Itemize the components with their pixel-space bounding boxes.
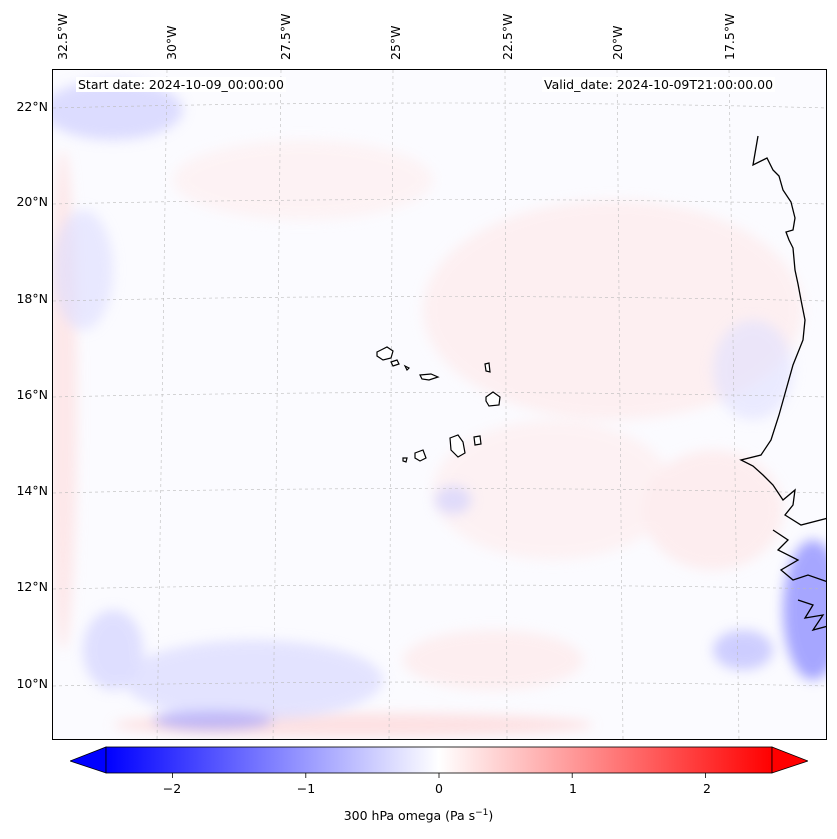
negative-omega-patches (53, 80, 826, 730)
lon-label-30w: 30°W (164, 25, 179, 60)
lat-label-20n: 20°N (16, 194, 48, 209)
lat-label-12n: 12°N (16, 579, 48, 594)
lon-label-22-5w: 22.5°W (500, 13, 515, 60)
lon-label-17-5w: 17.5°W (722, 13, 737, 60)
colorbar-tick-2: 2 (703, 781, 711, 796)
colorbar-extend-max (771, 746, 810, 774)
colorbar (68, 745, 810, 789)
lon-label-32-5w: 32.5°W (55, 13, 70, 60)
lon-label-20w: 20°W (610, 25, 625, 60)
colorbar-tick-minus1: −1 (296, 781, 316, 796)
lon-label-27-5w: 27.5°W (278, 13, 293, 60)
valid-date-label: Valid_date: 2024-10-09T21:00:00.00 (542, 77, 776, 92)
colorbar-tick-0: 0 (435, 781, 443, 796)
omega-field-map (53, 70, 826, 739)
colorbar-extend-min (68, 746, 107, 774)
lat-label-22n: 22°N (16, 99, 48, 114)
colorbar-graphic (68, 746, 810, 778)
lat-label-16n: 16°N (16, 387, 48, 402)
colorbar-body (105, 746, 773, 774)
lon-label-25w: 25°W (388, 25, 403, 60)
lat-label-10n: 10°N (16, 676, 48, 691)
map-panel[interactable] (52, 69, 827, 740)
coastline (739, 135, 826, 632)
colorbar-tick-minus2: −2 (162, 781, 182, 796)
colorbar-tick-1: 1 (569, 781, 577, 796)
graticule (53, 70, 826, 739)
cape-verde-islands (376, 346, 501, 463)
lat-label-18n: 18°N (16, 291, 48, 306)
lat-label-14n: 14°N (16, 483, 48, 498)
colorbar-label: 300 hPa omega (Pa s−1) (343, 808, 494, 824)
start-date-label: Start date: 2024-10-09_00:00:00 (76, 77, 286, 92)
